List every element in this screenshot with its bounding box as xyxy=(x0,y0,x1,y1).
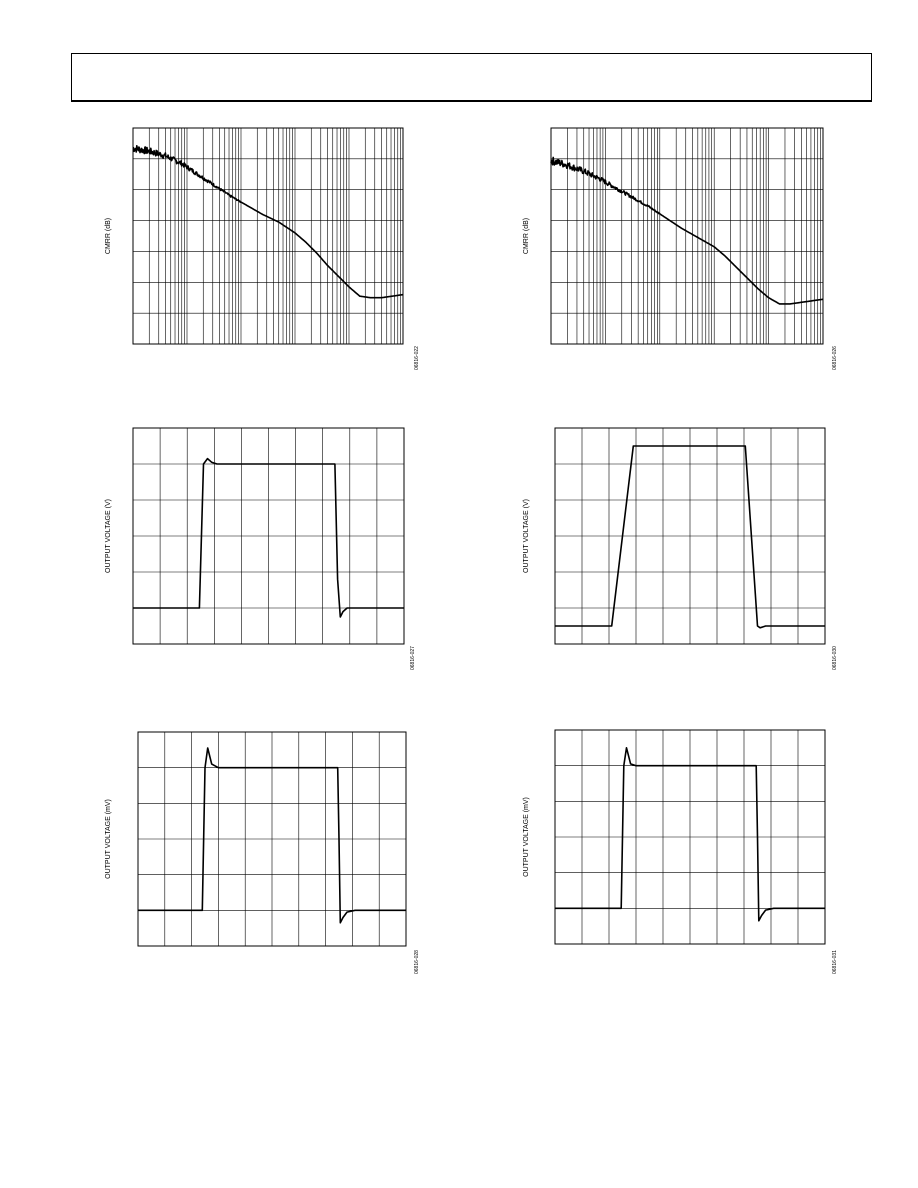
grid xyxy=(555,730,825,944)
grid xyxy=(138,732,406,946)
page-header-box xyxy=(71,53,872,102)
output-voltage-chart-right: OUTPUT VOLTAGE (V) 06816-030 xyxy=(523,427,838,670)
cmrr-chart-right: CMRR (dB) 06816-026 xyxy=(523,127,838,370)
grid xyxy=(133,428,404,644)
plot-frame xyxy=(550,127,824,345)
plot-area xyxy=(550,127,824,345)
plot-frame xyxy=(132,427,405,645)
data-trace xyxy=(555,746,825,922)
y-axis-label: OUTPUT VOLTAGE (mV) xyxy=(105,799,112,879)
figure-code: 06816-026 xyxy=(832,346,838,370)
figure-code: 06816-022 xyxy=(414,346,420,370)
plot-frame xyxy=(137,731,407,947)
cmrr-chart-left: CMRR (dB) 06816-022 xyxy=(105,127,420,370)
grid xyxy=(133,128,403,344)
plot-area xyxy=(132,127,404,345)
plot-area xyxy=(132,427,405,645)
figure-code: 06816-031 xyxy=(832,950,838,974)
plot-area xyxy=(137,731,407,947)
grid xyxy=(551,128,823,344)
y-axis-label: CMRR (dB) xyxy=(523,218,530,254)
y-axis-label: OUTPUT VOLTAGE (V) xyxy=(105,499,112,573)
plot-frame xyxy=(554,729,826,945)
plot-frame xyxy=(554,427,826,645)
y-axis-label: CMRR (dB) xyxy=(105,218,112,254)
data-trace xyxy=(138,747,406,924)
output-voltage-mv-chart-right: OUTPUT VOLTAGE (mV) 06816-031 xyxy=(523,729,838,974)
data-trace xyxy=(133,457,404,618)
figure-code: 06816-030 xyxy=(832,646,838,670)
grid xyxy=(555,428,825,644)
data-trace xyxy=(555,445,825,629)
figure-code: 06816-028 xyxy=(414,950,420,974)
plot-frame xyxy=(132,127,404,345)
plot-area xyxy=(554,729,826,945)
y-axis-label: OUTPUT VOLTAGE (V) xyxy=(523,499,530,573)
figure-code: 06816-027 xyxy=(410,646,416,670)
output-voltage-mv-chart-left: OUTPUT VOLTAGE (mV) 06816-028 xyxy=(105,731,420,974)
data-trace xyxy=(550,156,824,305)
y-axis-label: OUTPUT VOLTAGE (mV) xyxy=(523,797,530,877)
data-trace xyxy=(132,144,404,299)
output-voltage-chart-left: OUTPUT VOLTAGE (V) 06816-027 xyxy=(105,427,416,670)
plot-area xyxy=(554,427,826,645)
